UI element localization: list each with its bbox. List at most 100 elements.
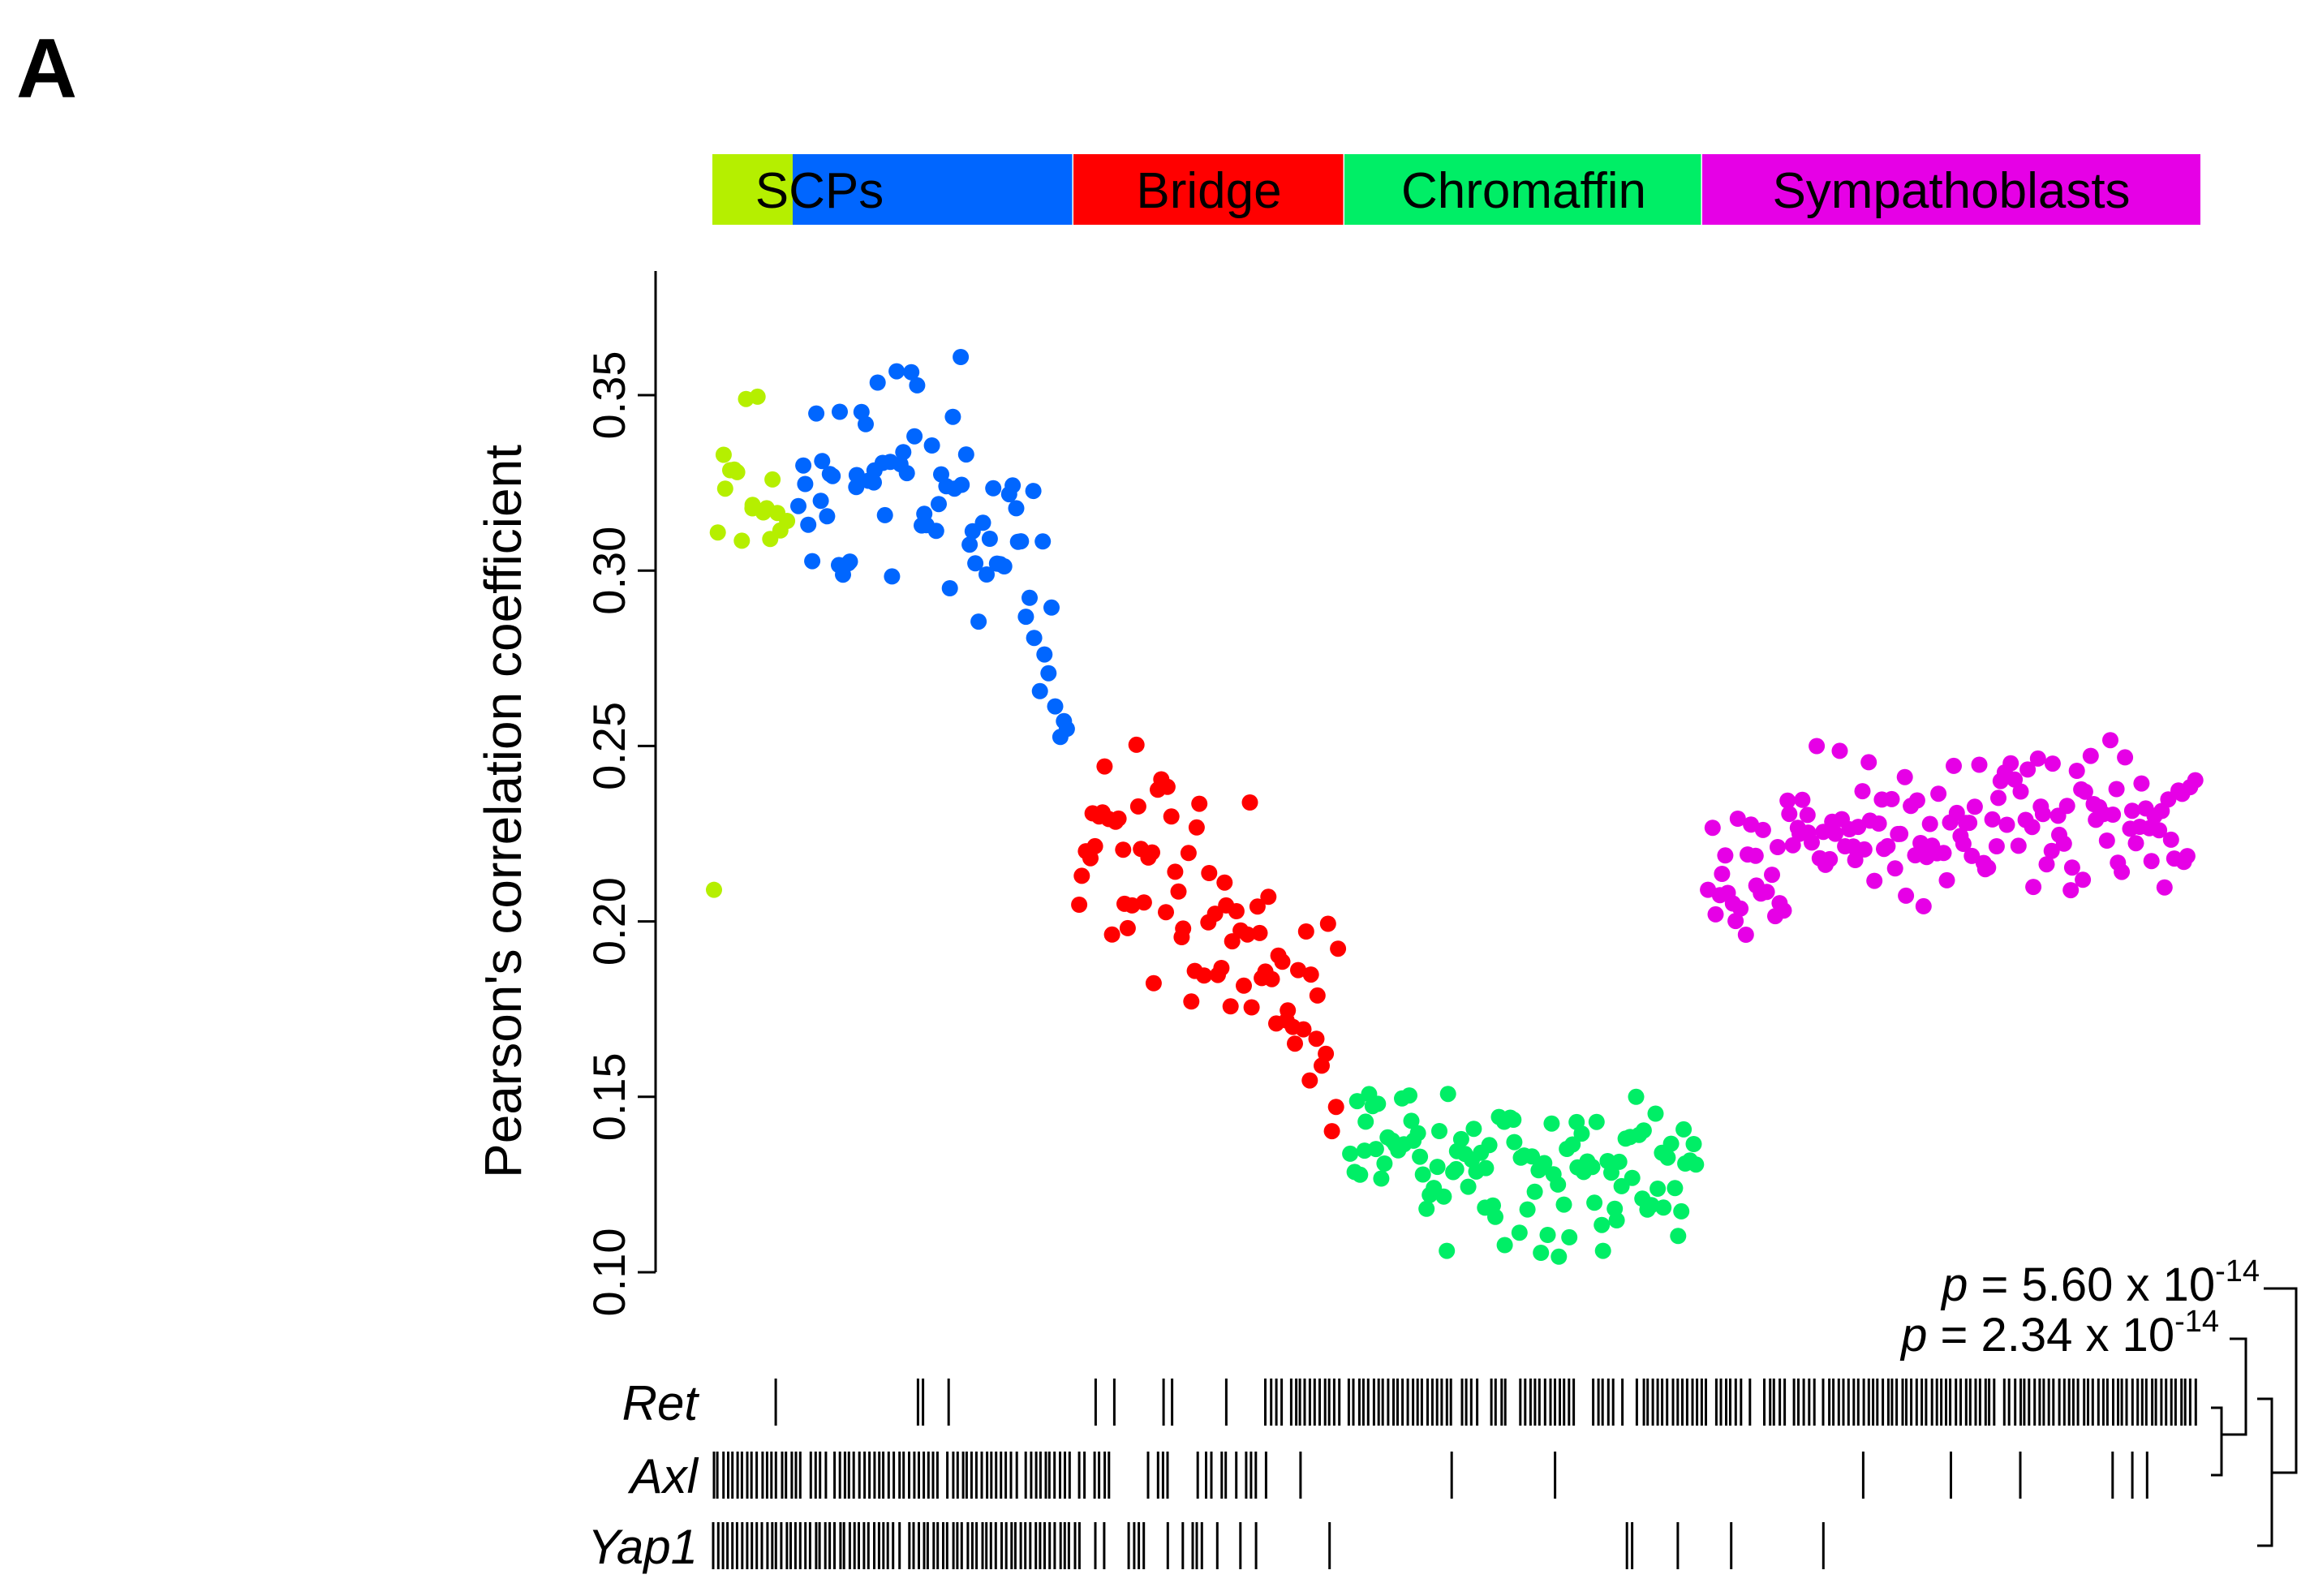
data-point — [909, 376, 926, 394]
data-point — [953, 476, 970, 493]
data-point — [1854, 783, 1871, 800]
y-tick-label: 0.35 — [583, 351, 634, 440]
data-point — [923, 437, 940, 454]
data-point — [819, 508, 836, 525]
data-point — [869, 374, 886, 391]
data-point — [2076, 783, 2093, 800]
data-point — [1555, 1196, 1572, 1213]
y-axis-label: Pearson's correlation coefficient — [474, 445, 532, 1178]
data-point — [1946, 757, 1962, 774]
data-point — [895, 444, 912, 461]
data-point — [1526, 1183, 1543, 1200]
data-point — [1370, 1095, 1387, 1112]
data-point — [2025, 879, 2042, 896]
data-point — [1804, 834, 1820, 851]
data-point — [1414, 1166, 1431, 1183]
data-point — [1963, 847, 1981, 864]
data-point — [2108, 781, 2125, 798]
gene-track-label: Ret — [622, 1376, 700, 1430]
data-point — [1228, 903, 1245, 919]
data-point — [2043, 842, 2060, 859]
data-point — [2075, 871, 2092, 888]
data-point — [2002, 755, 2019, 772]
gene-track-label: Axl — [628, 1449, 699, 1504]
data-point — [1144, 844, 1160, 861]
data-point — [1017, 609, 1034, 626]
data-point — [1073, 867, 1090, 884]
data-point — [1573, 1125, 1590, 1142]
data-point — [853, 403, 870, 420]
category-label: Sympathoblasts — [1772, 163, 2130, 219]
data-point — [957, 446, 974, 463]
data-point — [1034, 533, 1052, 550]
data-point — [2068, 763, 2085, 779]
data-point — [1866, 872, 1883, 889]
data-point — [2063, 859, 2080, 876]
data-point — [2105, 807, 2122, 823]
data-point — [1263, 970, 1280, 987]
gene-tracks: Ret Axl Yap1 — [587, 1376, 2197, 1574]
data-point — [1714, 866, 1731, 882]
data-point — [1043, 599, 1060, 616]
data-point — [1376, 1155, 1393, 1172]
data-point — [1115, 841, 1132, 858]
data-point — [1524, 1148, 1541, 1165]
data-point — [1758, 884, 1775, 901]
data-point — [1886, 860, 1903, 877]
data-point — [1764, 867, 1780, 884]
data-point — [2012, 783, 2029, 800]
data-point — [1586, 1194, 1603, 1211]
data-point — [814, 453, 831, 470]
significance-brackets: p = 2.34 x 10-14p = 5.60 x 10-14 — [1899, 1254, 2298, 1547]
data-point — [1809, 738, 1826, 755]
data-point — [1008, 500, 1025, 517]
data-point — [1357, 1113, 1374, 1130]
data-point — [2151, 822, 2168, 839]
data-point — [1930, 785, 1947, 802]
data-point — [779, 513, 796, 529]
data-point — [858, 415, 874, 432]
data-point — [1110, 810, 1127, 827]
data-point — [1707, 906, 1724, 923]
data-point — [2127, 835, 2144, 852]
data-point — [1128, 736, 1145, 753]
data-point — [1536, 1155, 1553, 1172]
data-point — [1280, 1002, 1297, 1019]
data-point — [1519, 1201, 1536, 1218]
data-point — [1856, 841, 1873, 858]
data-point — [1670, 1228, 1687, 1245]
data-point — [1624, 1169, 1641, 1186]
data-point — [1779, 792, 1796, 809]
data-point — [1655, 1199, 1672, 1216]
data-point — [1561, 1228, 1578, 1245]
data-point — [1898, 887, 1915, 904]
data-point — [1047, 698, 1064, 715]
data-point — [2179, 848, 2196, 865]
data-point — [709, 524, 726, 541]
data-point — [866, 474, 882, 491]
data-point — [1770, 839, 1786, 855]
data-point — [1588, 1113, 1605, 1130]
data-point — [1847, 852, 1864, 868]
data-point — [729, 463, 746, 480]
data-point — [1971, 756, 1988, 773]
data-point — [1935, 845, 1952, 862]
data-point — [1704, 820, 1721, 837]
data-point — [1183, 993, 1200, 1010]
data-point — [1401, 1087, 1417, 1104]
data-point — [1318, 1045, 1335, 1062]
data-point — [1119, 919, 1136, 936]
data-point — [1551, 1248, 1568, 1265]
p-value-annotation: p = 5.60 x 10-14 — [1940, 1254, 2260, 1311]
data-point — [1988, 838, 2005, 854]
data-point — [1564, 1136, 1581, 1153]
data-point — [903, 364, 920, 381]
data-point — [1628, 1088, 1645, 1105]
data-point — [1330, 940, 1347, 957]
data-point — [1984, 811, 2001, 828]
data-point — [1883, 790, 1900, 807]
data-point — [1966, 798, 1983, 815]
data-point — [961, 536, 979, 553]
data-point — [2162, 831, 2179, 848]
